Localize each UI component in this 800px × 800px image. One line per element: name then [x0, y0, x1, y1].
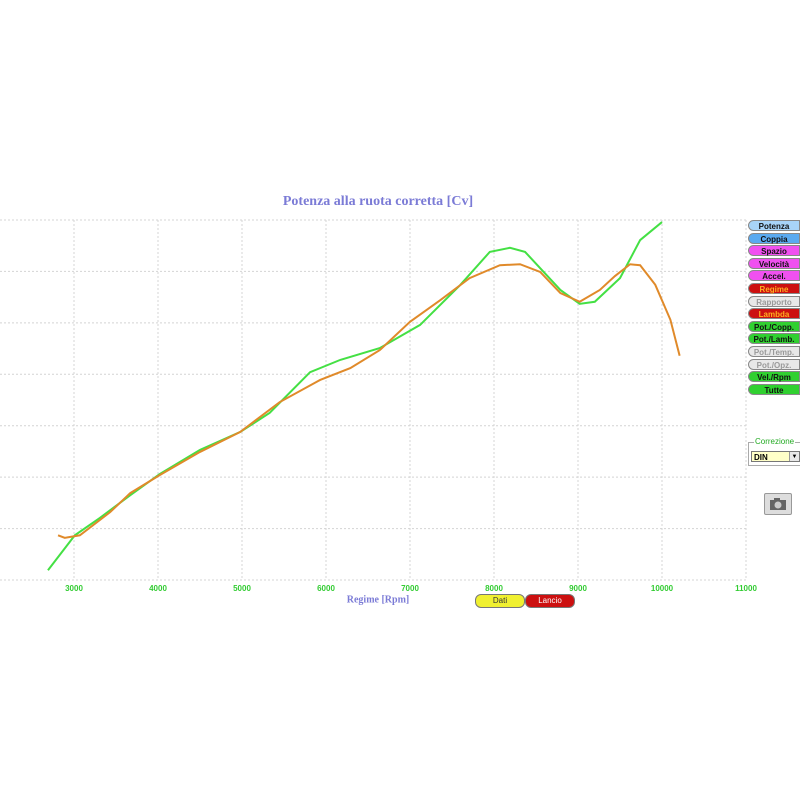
x-tick-label: 3000: [65, 584, 83, 593]
view-button[interactable]: Vel./Rpm: [748, 371, 800, 383]
camera-icon: [770, 498, 786, 510]
correction-value: DIN: [754, 453, 768, 462]
x-tick-label: 8000: [485, 584, 503, 593]
chart-title: Potenza alla ruota corretta [Cv]: [283, 194, 473, 209]
x-tick-label: 11000: [735, 584, 757, 593]
correction-select[interactable]: DIN ▼: [751, 451, 800, 462]
view-button[interactable]: Spazio: [748, 245, 800, 257]
series-line: [47, 221, 663, 571]
view-button[interactable]: Regime: [748, 283, 800, 294]
correction-label: Correzione: [754, 437, 796, 446]
view-button[interactable]: Velocità: [748, 257, 800, 269]
action-button[interactable]: Lancio: [525, 594, 575, 608]
view-button[interactable]: Pot./Opz.: [748, 358, 800, 370]
view-button[interactable]: Accel.: [748, 270, 800, 282]
view-button[interactable]: Potenza: [748, 220, 800, 231]
camera-button[interactable]: [764, 493, 792, 515]
dropdown-arrow[interactable]: ▼: [789, 452, 799, 461]
x-tick-label: 7000: [401, 584, 419, 593]
view-button[interactable]: Lambda: [748, 308, 800, 320]
x-tick-label: 10000: [651, 584, 674, 593]
view-button[interactable]: Rapporto: [748, 295, 800, 307]
x-axis-label: Regime [Rpm]: [347, 594, 409, 605]
series-line: [57, 263, 681, 539]
view-button[interactable]: Coppia: [748, 232, 800, 244]
view-button[interactable]: Pot./Lamb.: [748, 333, 800, 345]
x-tick-label: 6000: [317, 584, 335, 593]
view-button[interactable]: Tutte: [748, 383, 800, 395]
action-button[interactable]: Dati: [475, 594, 525, 608]
x-tick-label: 4000: [149, 584, 167, 593]
view-button[interactable]: Pot./Copp.: [748, 320, 800, 332]
x-tick-label: 5000: [233, 584, 251, 593]
x-tick-label: 9000: [569, 584, 587, 593]
view-button[interactable]: Pot./Temp.: [748, 346, 800, 357]
